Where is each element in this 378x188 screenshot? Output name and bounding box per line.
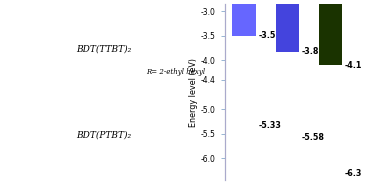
Bar bbox=[276, 0, 299, 52]
Text: BDT(PTBT)₂: BDT(PTBT)₂ bbox=[241, 57, 247, 104]
Text: -5.58: -5.58 bbox=[301, 133, 324, 142]
Bar bbox=[319, 0, 342, 65]
Text: -3.83: -3.83 bbox=[301, 47, 324, 56]
Text: BDT(TTBT)₂: BDT(TTBT)₂ bbox=[76, 44, 131, 53]
Text: PC₇₁BM: PC₇₁BM bbox=[328, 104, 333, 134]
Text: -6.3: -6.3 bbox=[345, 169, 362, 178]
Bar bbox=[232, 0, 256, 36]
Text: BDT(TTBT)₂: BDT(TTBT)₂ bbox=[284, 71, 290, 119]
Y-axis label: Energy level (eV): Energy level (eV) bbox=[189, 58, 198, 127]
Text: -4.1: -4.1 bbox=[345, 61, 362, 70]
Text: -5.33: -5.33 bbox=[258, 121, 281, 130]
Text: -3.5: -3.5 bbox=[258, 31, 276, 40]
Text: BDT(PTBT)₂: BDT(PTBT)₂ bbox=[76, 131, 131, 140]
Text: R= 2-ethyl hexyl: R= 2-ethyl hexyl bbox=[146, 68, 205, 76]
